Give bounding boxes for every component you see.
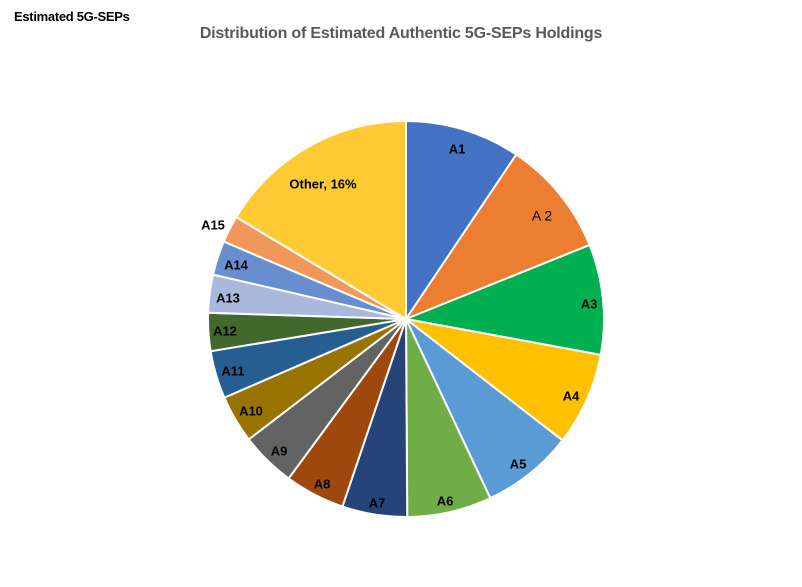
data-label-other: Other, 16% bbox=[289, 176, 357, 191]
data-label-a15: A15 bbox=[201, 217, 225, 232]
data-label-a9: A9 bbox=[271, 443, 288, 458]
data-label-a13: A13 bbox=[216, 290, 240, 305]
pie-slice-a2[interactable] bbox=[403, 153, 591, 322]
data-label-a14: A14 bbox=[224, 257, 249, 272]
data-label-a7: A7 bbox=[369, 495, 386, 510]
data-label-a10: A10 bbox=[239, 403, 263, 418]
data-label-a11: A11 bbox=[221, 363, 244, 378]
data-label-a12: A12 bbox=[213, 323, 237, 338]
data-label-a3: A3 bbox=[581, 296, 598, 311]
pie-slice-a4[interactable] bbox=[405, 318, 602, 442]
pie-labels: A1 A 2 A3 A4 A5 A6 A7 A8 A9 A10 A11 A12 A13 A14 A15 Oth… bbox=[201, 141, 597, 510]
data-label-a8: A8 bbox=[314, 476, 331, 491]
data-label-a6: A6 bbox=[437, 493, 454, 508]
chart-title: Distribution of Estimated Authentic 5G-S… bbox=[0, 25, 802, 43]
pie-slice-a1[interactable] bbox=[405, 119, 518, 323]
data-label-a4: A4 bbox=[563, 388, 580, 403]
pie-slice-other[interactable] bbox=[234, 119, 407, 321]
pie-slices bbox=[207, 119, 605, 519]
corner-label: Estimated 5G-SEPs bbox=[14, 9, 130, 24]
data-label-a5: A5 bbox=[510, 456, 527, 471]
chart-title-text: Distribution of Estimated Authentic 5G-S… bbox=[199, 25, 603, 42]
data-label-a1: A1 bbox=[449, 141, 466, 156]
data-label-a2: A 2 bbox=[532, 208, 552, 224]
